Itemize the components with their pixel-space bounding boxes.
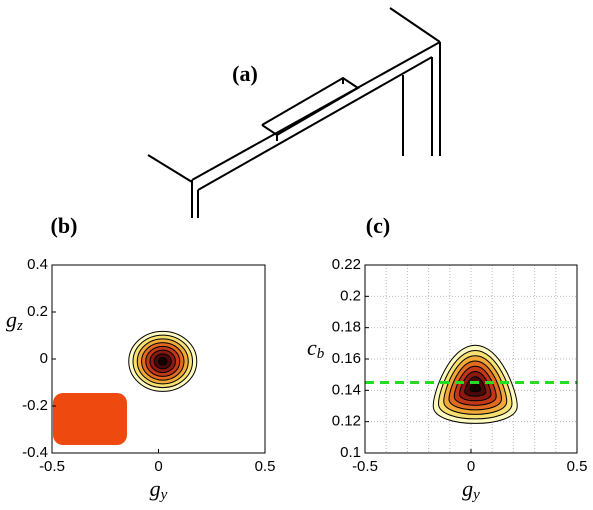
x-tick-label: -0.5: [39, 458, 65, 475]
y-tick-label: 0.22: [332, 256, 361, 273]
y-axis-label: gz: [6, 307, 23, 334]
contour: [432, 344, 518, 424]
y-tick-label: 0.18: [332, 319, 361, 336]
y-tick-label: 0.14: [332, 381, 361, 398]
x-tick-label: 0.5: [567, 458, 588, 475]
panel-label: (b): [51, 213, 78, 238]
x-axis-label-base: g: [150, 476, 161, 501]
y-tick-label: -0.2: [22, 397, 48, 414]
x-tick-label: -0.5: [352, 458, 378, 475]
contour: [128, 330, 198, 392]
frame-drawing: [147, 7, 441, 218]
contour-level: [158, 357, 168, 366]
y-axis-label-base: g: [6, 307, 17, 332]
x-axis-label-base: g: [462, 476, 473, 501]
y-axis-label-sub: b: [317, 346, 325, 362]
x-tick-label: 0: [467, 458, 475, 475]
panel-label: (c): [366, 213, 390, 238]
contour-level: [469, 381, 481, 393]
y-axis-label-sub: z: [16, 318, 23, 334]
y-tick-label: 0.4: [27, 256, 48, 273]
x-axis-label-sub: y: [471, 487, 480, 503]
y-tick-label: 0.12: [332, 413, 361, 430]
panel-label: (a): [232, 61, 258, 86]
y-tick-label: -0.4: [22, 444, 48, 461]
y-tick-label: 0.2: [27, 303, 48, 320]
y-tick-label: 0: [40, 350, 48, 367]
y-tick-label: 0.2: [340, 287, 361, 304]
y-tick-label: 0.1: [340, 444, 361, 461]
y-tick-label: 0.16: [332, 350, 361, 367]
x-axis-label: gy: [150, 476, 168, 503]
x-tick-label: 0: [154, 458, 162, 475]
inset-image: [53, 393, 127, 445]
y-axis-label: cb: [307, 335, 325, 362]
y-axis-label-base: c: [307, 335, 317, 360]
x-axis-label-sub: y: [159, 487, 168, 503]
x-axis-label: gy: [462, 476, 480, 503]
x-tick-label: 0.5: [255, 458, 276, 475]
